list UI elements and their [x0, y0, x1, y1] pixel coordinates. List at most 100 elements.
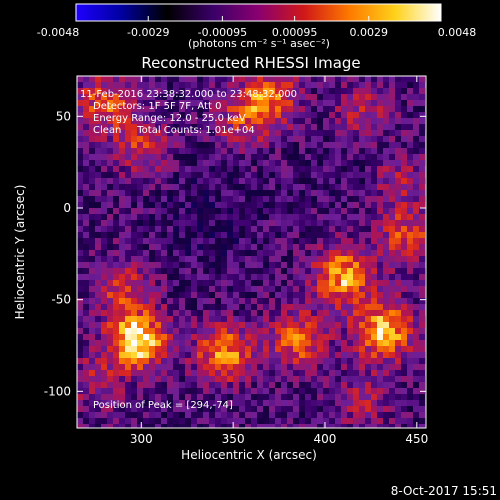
heatmap-cell [149, 112, 156, 119]
heatmap-cell [269, 334, 276, 341]
heatmap-cell [269, 148, 276, 155]
heatmap-cell [221, 214, 228, 221]
heatmap-cell [401, 250, 408, 257]
heatmap-cell [257, 418, 264, 425]
heatmap-cell [263, 226, 270, 233]
heatmap-cell [125, 274, 132, 281]
heatmap-cell [107, 172, 114, 179]
heatmap-cell [371, 160, 378, 167]
heatmap-cell [347, 256, 354, 263]
heatmap-cell [173, 388, 180, 395]
heatmap-cell [263, 292, 270, 299]
heatmap-cell [377, 382, 384, 389]
heatmap-cell [341, 298, 348, 305]
heatmap-cell [305, 364, 312, 371]
heatmap-cell [413, 220, 420, 227]
heatmap-cell [353, 400, 360, 407]
heatmap-cell [281, 382, 288, 389]
heatmap-cell [185, 184, 192, 191]
heatmap-cell [299, 238, 306, 245]
heatmap-cell [281, 316, 288, 323]
heatmap-cell [215, 202, 222, 209]
heatmap-cell [275, 112, 282, 119]
heatmap-cell [383, 394, 390, 401]
heatmap-cell [167, 388, 174, 395]
heatmap-cell [113, 382, 120, 389]
heatmap-cell [335, 262, 342, 269]
heatmap-cell [149, 304, 156, 311]
heatmap-cell [299, 388, 306, 395]
heatmap-cell [413, 328, 420, 335]
heatmap-cell [257, 346, 264, 353]
heatmap-cell [107, 340, 114, 347]
heatmap-cell [173, 256, 180, 263]
heatmap-cell [407, 250, 414, 257]
heatmap-cell [293, 202, 300, 209]
heatmap-cell [383, 412, 390, 419]
heatmap-cell [257, 412, 264, 419]
heatmap-cell [377, 118, 384, 125]
heatmap-cell [305, 142, 312, 149]
heatmap-cell [143, 352, 150, 359]
heatmap-cell [359, 352, 366, 359]
heatmap-cell [173, 406, 180, 413]
heatmap-cell [155, 376, 162, 383]
heatmap-cell [101, 190, 108, 197]
heatmap-cell [179, 352, 186, 359]
heatmap-cell [149, 262, 156, 269]
heatmap-cell [185, 298, 192, 305]
heatmap-cell [335, 298, 342, 305]
heatmap-cell [83, 166, 90, 173]
heatmap-cell [401, 124, 408, 131]
heatmap-cell [359, 238, 366, 245]
heatmap-cell [233, 274, 240, 281]
heatmap-cell [305, 298, 312, 305]
heatmap-cell [95, 196, 102, 203]
heatmap-cell [233, 76, 240, 83]
heatmap-cell [353, 172, 360, 179]
heatmap-cell [359, 142, 366, 149]
heatmap-cell [311, 346, 318, 353]
heatmap-cell [119, 250, 126, 257]
heatmap-cell [83, 238, 90, 245]
heatmap-cell [209, 112, 216, 119]
heatmap-cell [377, 88, 384, 95]
heatmap-cell [341, 280, 348, 287]
heatmap-cell [263, 346, 270, 353]
heatmap-cell [227, 136, 234, 143]
heatmap-cell [329, 82, 336, 89]
heatmap-cell [263, 136, 270, 143]
heatmap-cell [371, 286, 378, 293]
heatmap-cell [131, 118, 138, 125]
heatmap-cell [131, 232, 138, 239]
heatmap-cell [353, 226, 360, 233]
heatmap-cell [401, 274, 408, 281]
heatmap-cell [143, 208, 150, 215]
heatmap-cell [119, 388, 126, 395]
heatmap-cell [407, 268, 414, 275]
heatmap-cell [203, 346, 210, 353]
heatmap-cell [155, 328, 162, 335]
heatmap-cell [329, 220, 336, 227]
heatmap-cell [287, 268, 294, 275]
heatmap-cell [227, 148, 234, 155]
heatmap-cell [287, 196, 294, 203]
heatmap-cell [377, 358, 384, 365]
heatmap-cell [113, 244, 120, 251]
heatmap-cell [155, 388, 162, 395]
heatmap-cell [83, 118, 90, 125]
heatmap-cell [305, 418, 312, 425]
heatmap-cell [395, 400, 402, 407]
heatmap-cell [221, 76, 228, 83]
heatmap-cell [203, 382, 210, 389]
heatmap-cell [233, 334, 240, 341]
heatmap-cell [119, 334, 126, 341]
heatmap-cell [185, 106, 192, 113]
heatmap-cell [173, 334, 180, 341]
heatmap-cell [287, 358, 294, 365]
heatmap-cell [143, 292, 150, 299]
heatmap-cell [305, 238, 312, 245]
heatmap-cell [245, 424, 252, 428]
heatmap-cell [347, 118, 354, 125]
heatmap-cell [89, 340, 96, 347]
